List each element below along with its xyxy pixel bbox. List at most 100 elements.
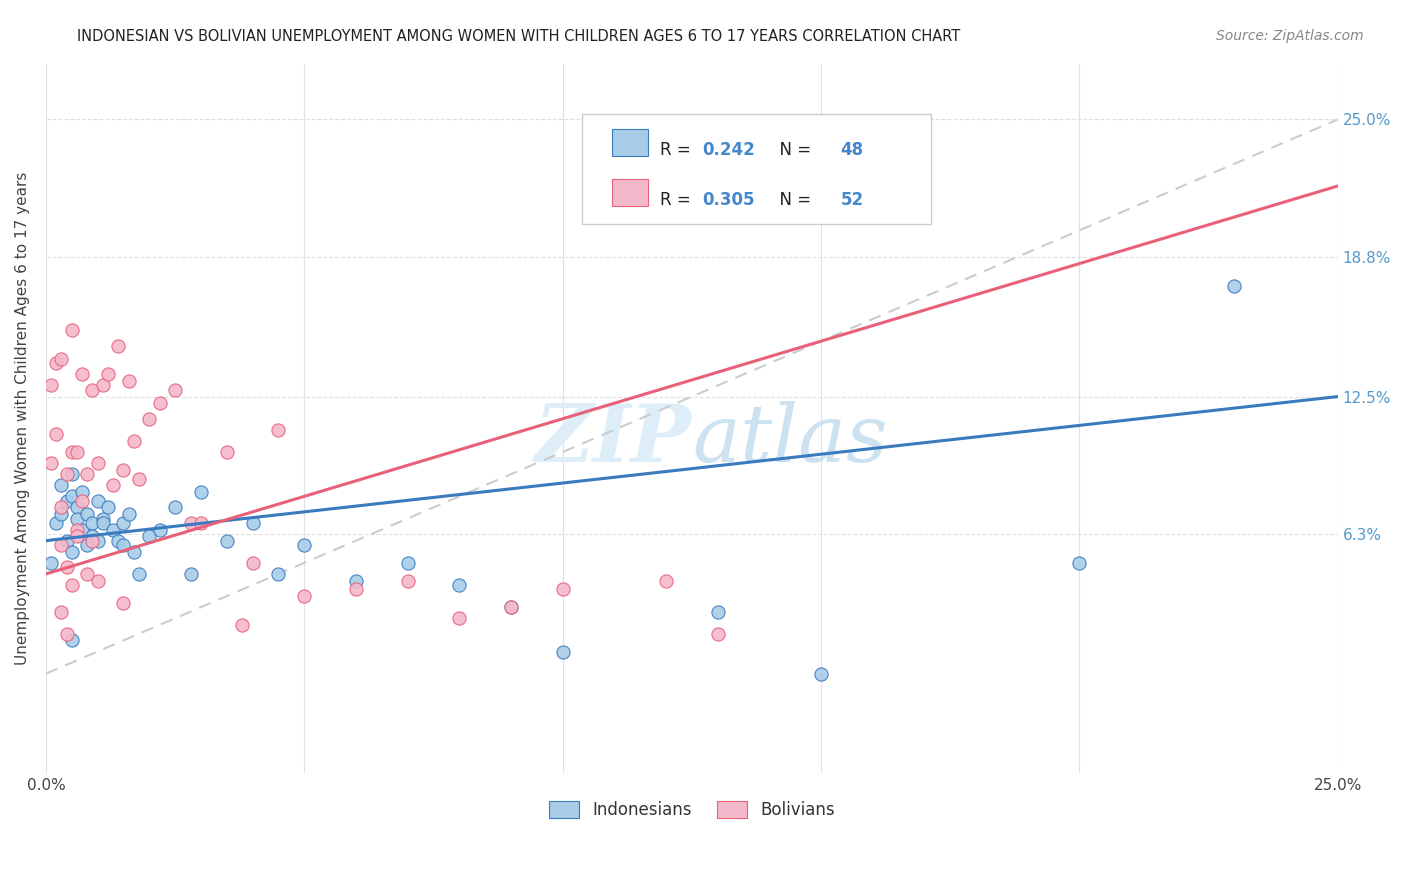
Text: R =: R = (659, 191, 696, 209)
Point (66, 445, 89, 459)
Point (76, 538, 98, 552)
Point (396, 574, 419, 588)
Point (655, 574, 678, 588)
Point (51, 478, 73, 492)
Point (128, 566, 150, 581)
Point (267, 423, 290, 437)
Point (82, 516, 104, 530)
Point (215, 533, 238, 548)
Point (76, 507, 98, 521)
Point (66, 500, 89, 515)
Point (51, 507, 73, 521)
Point (449, 578, 471, 592)
Point (97, 368, 120, 382)
Point (117, 507, 139, 521)
Point (76, 467, 98, 482)
Point (112, 463, 135, 477)
Text: 48: 48 (841, 141, 863, 160)
FancyBboxPatch shape (612, 179, 648, 206)
Point (138, 529, 160, 543)
Point (551, 644, 574, 658)
Point (810, 666, 832, 681)
Text: 0.305: 0.305 (702, 191, 755, 209)
Point (112, 516, 135, 530)
Point (51, 500, 73, 515)
Point (76, 566, 98, 581)
Point (165, 383, 187, 397)
FancyBboxPatch shape (582, 113, 931, 224)
Point (70, 493, 93, 508)
Point (215, 445, 238, 459)
Point (82, 533, 104, 548)
Point (499, 600, 522, 615)
Point (86, 533, 108, 548)
Point (603, 135, 626, 149)
Point (231, 618, 253, 632)
Point (39, 556, 62, 570)
Point (91, 511, 114, 525)
Point (101, 478, 124, 492)
Point (51, 605, 73, 619)
Point (190, 516, 212, 530)
Point (55, 467, 77, 482)
Point (39, 378, 62, 392)
Point (292, 538, 315, 552)
Legend: Indonesians, Bolivians: Indonesians, Bolivians (543, 794, 841, 825)
Point (706, 605, 728, 619)
Text: 52: 52 (841, 191, 863, 209)
Text: N =: N = (769, 191, 817, 209)
Point (60, 545, 83, 559)
Point (112, 538, 135, 552)
Point (86, 574, 108, 588)
Point (55, 533, 77, 548)
Point (344, 574, 367, 588)
Y-axis label: Unemployment Among Women with Children Ages 6 to 17 years: Unemployment Among Women with Children A… (15, 172, 30, 665)
Point (60, 323, 83, 337)
Point (97, 500, 120, 515)
Point (70, 368, 93, 382)
Point (66, 529, 89, 543)
Point (267, 566, 290, 581)
Point (499, 600, 522, 615)
Point (70, 484, 93, 499)
Point (51, 351, 73, 366)
Point (82, 529, 104, 543)
Point (1069, 556, 1091, 570)
Point (45, 427, 67, 442)
Point (122, 434, 145, 448)
Point (149, 396, 172, 410)
Point (1223, 278, 1246, 293)
Text: Source: ZipAtlas.com: Source: ZipAtlas.com (1216, 29, 1364, 43)
Point (344, 582, 367, 597)
Point (149, 523, 172, 537)
Point (165, 500, 187, 515)
Point (51, 538, 73, 552)
Text: N =: N = (769, 141, 817, 160)
Text: INDONESIAN VS BOLIVIAN UNEMPLOYMENT AMONG WOMEN WITH CHILDREN AGES 6 TO 17 YEARS: INDONESIAN VS BOLIVIAN UNEMPLOYMENT AMON… (77, 29, 960, 44)
Point (82, 383, 104, 397)
Point (60, 489, 83, 503)
Point (39, 456, 62, 470)
Point (551, 582, 574, 597)
Point (45, 516, 67, 530)
Text: 0.242: 0.242 (702, 141, 755, 160)
Point (86, 456, 108, 470)
Point (190, 484, 212, 499)
Point (66, 511, 89, 525)
Point (107, 338, 129, 352)
Point (449, 611, 471, 625)
Text: atlas: atlas (692, 401, 887, 479)
Point (138, 411, 160, 425)
Text: ZIP: ZIP (536, 401, 692, 479)
Point (180, 566, 202, 581)
Point (60, 445, 83, 459)
Point (706, 627, 728, 641)
Point (55, 560, 77, 574)
Point (128, 472, 150, 486)
Point (55, 627, 77, 641)
Point (55, 493, 77, 508)
Point (180, 516, 202, 530)
Point (86, 493, 108, 508)
Point (66, 523, 89, 537)
Point (107, 533, 129, 548)
